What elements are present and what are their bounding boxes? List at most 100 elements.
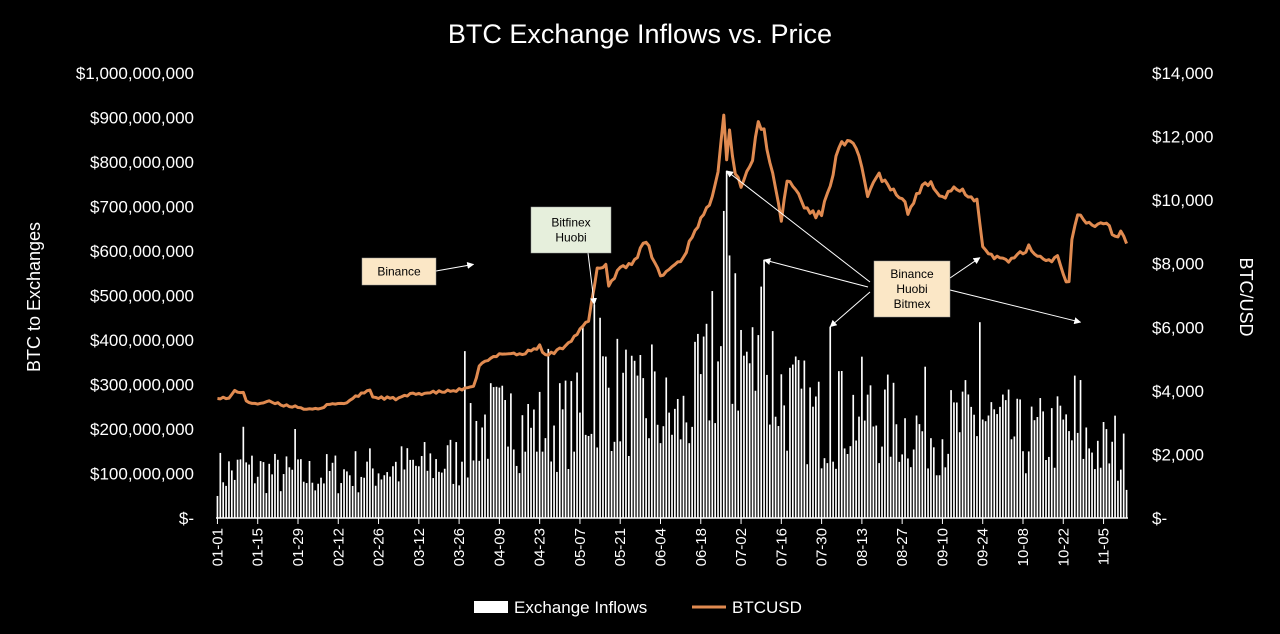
y-tick-label: $600,000,000 bbox=[90, 242, 194, 261]
inflow-bar bbox=[849, 446, 852, 518]
inflow-bar bbox=[328, 470, 331, 518]
y-tick-label: $- bbox=[179, 509, 194, 528]
inflow-bar bbox=[357, 492, 360, 518]
inflow-bar bbox=[547, 348, 550, 518]
inflow-bar bbox=[1027, 451, 1030, 518]
annotation-label: Binance bbox=[890, 267, 934, 281]
inflow-bar bbox=[748, 363, 751, 518]
inflow-bar bbox=[581, 326, 584, 518]
inflow-bar bbox=[239, 459, 242, 518]
inflow-bar bbox=[705, 323, 708, 518]
inflow-bar bbox=[1045, 460, 1047, 518]
inflow-bar bbox=[533, 409, 535, 518]
annotation-box bbox=[361, 257, 437, 286]
inflow-bar bbox=[228, 461, 230, 518]
inflow-bar bbox=[254, 483, 256, 518]
inflow-bar bbox=[584, 434, 587, 518]
inflow-bar bbox=[642, 378, 645, 518]
inflow-bar bbox=[610, 451, 613, 518]
inflow-bar bbox=[656, 424, 659, 518]
inflow-bar bbox=[987, 415, 990, 518]
inflow-bar bbox=[403, 469, 406, 518]
y2-tick-label: $10,000 bbox=[1152, 191, 1213, 210]
y2-tick-label: $6,000 bbox=[1152, 318, 1204, 337]
inflow-bar bbox=[817, 381, 820, 518]
inflow-bar bbox=[599, 317, 601, 518]
inflow-bar bbox=[1048, 456, 1050, 518]
annotation-label: Huobi bbox=[896, 282, 927, 296]
x-tick-label: 07-30 bbox=[814, 528, 831, 566]
inflow-bar bbox=[415, 465, 417, 518]
inflow-bar bbox=[674, 408, 676, 518]
inflow-bar bbox=[478, 460, 481, 518]
inflow-bar bbox=[383, 475, 386, 518]
inflow-bar bbox=[596, 447, 599, 518]
inflow-bar bbox=[628, 456, 630, 518]
inflow-bar bbox=[1007, 389, 1010, 518]
inflow-bar bbox=[1056, 396, 1059, 518]
y2-tick-label: $- bbox=[1152, 509, 1167, 528]
inflow-bar bbox=[472, 460, 475, 518]
x-tick-label: 02-26 bbox=[371, 528, 388, 566]
inflow-bar bbox=[815, 396, 817, 518]
y-tick-label: $300,000,000 bbox=[90, 376, 194, 395]
inflow-bar bbox=[441, 472, 443, 518]
inflow-bar bbox=[717, 361, 719, 518]
inflow-bar bbox=[1125, 489, 1128, 518]
inflow-bar bbox=[947, 453, 950, 518]
inflow-bar bbox=[348, 475, 351, 518]
inflow-bar bbox=[1068, 431, 1070, 518]
x-tick-label: 11-05 bbox=[1096, 528, 1113, 565]
inflow-bar bbox=[858, 416, 860, 518]
inflow-bar bbox=[694, 341, 696, 518]
inflow-bar bbox=[904, 418, 906, 518]
inflow-bar bbox=[881, 446, 883, 518]
inflow-bar bbox=[1114, 415, 1116, 518]
inflow-bar bbox=[967, 394, 970, 518]
inflow-bar bbox=[305, 483, 308, 518]
y2-tick-label: $8,000 bbox=[1152, 255, 1204, 274]
inflow-bar bbox=[671, 434, 673, 518]
annotation-arrow bbox=[949, 289, 1082, 325]
inflow-bar bbox=[504, 400, 506, 518]
inflow-bar bbox=[743, 355, 745, 518]
inflow-bar bbox=[524, 451, 527, 518]
inflow-bar bbox=[219, 452, 222, 518]
inflow-bar bbox=[550, 461, 552, 518]
inflow-bar bbox=[872, 426, 875, 518]
inflow-bar bbox=[708, 420, 711, 518]
inflow-bar bbox=[1036, 417, 1039, 518]
inflow-bar bbox=[325, 454, 328, 518]
x-tick-label: 04-09 bbox=[491, 528, 508, 566]
x-tick-label: 08-13 bbox=[854, 528, 871, 566]
inflow-bar bbox=[737, 410, 740, 518]
btcusd-line bbox=[217, 113, 1128, 411]
inflow-bar bbox=[1039, 398, 1042, 518]
inflow-bar bbox=[892, 382, 895, 518]
inflow-bar bbox=[561, 409, 564, 518]
inflow-bar bbox=[501, 385, 504, 518]
inflow-bar bbox=[308, 461, 311, 518]
inflow-bar bbox=[803, 360, 806, 518]
inflow-bar bbox=[553, 425, 555, 518]
inflow-bar bbox=[702, 336, 705, 518]
y-tick-label: $400,000,000 bbox=[90, 331, 194, 350]
inflow-bar bbox=[380, 479, 383, 518]
y-tick-label: $900,000,000 bbox=[90, 109, 194, 128]
inflow-bar bbox=[236, 459, 239, 518]
inflow-bar bbox=[576, 372, 578, 518]
inflow-bar bbox=[570, 381, 573, 518]
inflow-bar bbox=[806, 464, 809, 518]
inflow-bar bbox=[976, 436, 978, 518]
inflow-bar bbox=[438, 471, 440, 518]
inflow-bar bbox=[294, 429, 296, 518]
inflow-bar bbox=[435, 459, 437, 518]
inflow-bar bbox=[832, 461, 834, 518]
legend: Exchange Inflows BTCUSD bbox=[474, 598, 802, 617]
inflow-bar bbox=[233, 479, 236, 518]
inflow-bar bbox=[417, 466, 420, 518]
price-line-layer bbox=[217, 113, 1128, 411]
annotation-label: Bitfinex bbox=[551, 216, 590, 230]
x-tick-label: 05-07 bbox=[572, 528, 589, 566]
